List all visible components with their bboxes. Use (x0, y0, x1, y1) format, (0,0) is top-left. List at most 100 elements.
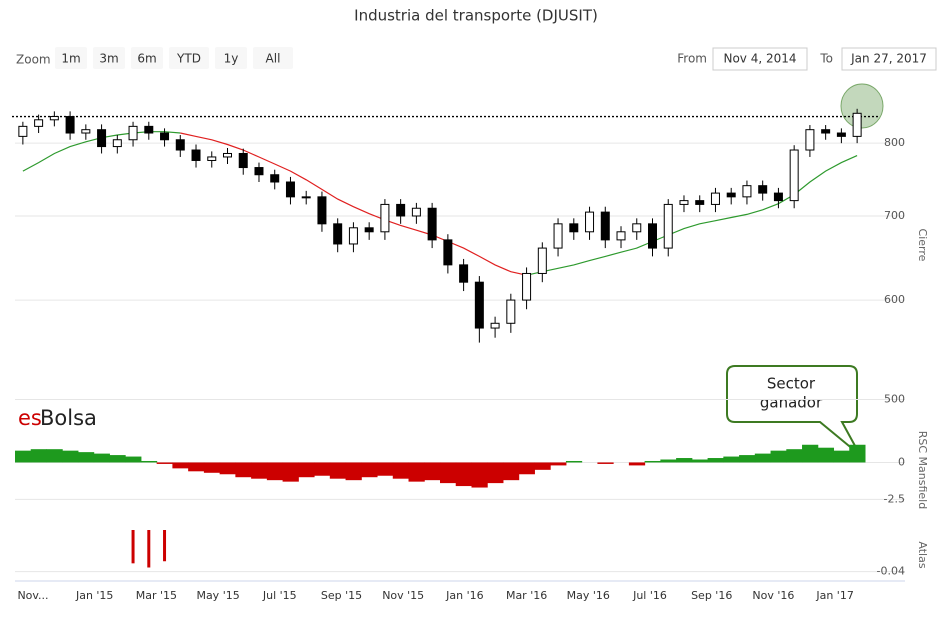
rsc-bar (487, 462, 504, 484)
callout-line: ganador (760, 394, 823, 412)
rsc-bar (203, 462, 221, 473)
rsc-bar (440, 462, 457, 484)
candle-body (585, 211, 595, 233)
zoom-button-label[interactable]: All (266, 52, 281, 66)
zoom-button[interactable] (253, 47, 293, 69)
rsc-bar (534, 462, 551, 470)
rsc-bar (723, 456, 740, 463)
candle-body (632, 223, 642, 233)
zoom-button[interactable] (169, 47, 209, 69)
to-value[interactable]: Jan 27, 2017 (850, 52, 927, 66)
candle-body (364, 227, 374, 233)
candle-body (648, 223, 657, 249)
rsc-bar (140, 460, 158, 463)
x-tick-label: Mar '15 (136, 589, 177, 602)
zoom-button[interactable] (55, 47, 87, 69)
x-tick-label: Jan '16 (445, 589, 483, 602)
rsc-bar (345, 462, 362, 481)
candle-body (175, 139, 185, 151)
candle-body (317, 196, 327, 225)
rsc-bar (392, 462, 410, 479)
callout-box (726, 365, 861, 456)
candle-body (238, 152, 248, 169)
candle-body (348, 227, 358, 245)
y-tick-label: 600 (884, 293, 905, 306)
y-axis-title: Atlas (916, 541, 929, 568)
candle-body (553, 223, 563, 249)
candle-body (490, 322, 500, 329)
candle-body (663, 203, 673, 249)
rsc-bar (550, 462, 567, 466)
candle-body (81, 129, 91, 134)
candle-body (380, 203, 390, 233)
y-tick-label: 700 (884, 209, 905, 222)
candle-body (223, 152, 232, 158)
from-value[interactable]: Nov 4, 2014 (723, 52, 796, 66)
moving-average (180, 132, 527, 276)
rsc-bar (235, 462, 252, 478)
candle-body (97, 129, 107, 148)
rsc-bar (471, 462, 488, 488)
candle-body (65, 116, 75, 134)
candle-body (474, 281, 484, 329)
candle-body (270, 174, 280, 183)
zoom-button-label[interactable]: YTD (176, 52, 201, 66)
rsc-bar (817, 447, 835, 463)
from-input[interactable] (712, 47, 808, 71)
candle-body (333, 223, 343, 245)
candle-body (396, 203, 406, 217)
zoom-button-label[interactable]: 6m (137, 52, 156, 66)
to-input[interactable] (841, 47, 937, 71)
candle-body (522, 272, 532, 301)
candle-body (742, 185, 752, 198)
candle-body (710, 192, 720, 205)
candle-body (301, 196, 311, 199)
y-tick-label: 800 (884, 136, 905, 149)
logo-bolsa: Bolsa (40, 406, 97, 430)
rsc-bar (251, 462, 268, 479)
candle-body (427, 207, 437, 241)
candle-body (616, 231, 626, 241)
atlas-bar (131, 530, 135, 564)
y-tick-label: 500 (884, 393, 905, 406)
rsc-bar (62, 450, 79, 463)
x-tick-label: Nov '15 (382, 589, 424, 602)
rsc-bar (754, 453, 772, 463)
rsc-bar (565, 460, 583, 463)
rsc-bar (455, 462, 472, 487)
y-tick-label: -0.04 (877, 565, 905, 578)
candle-body (254, 167, 264, 176)
rsc-bar (30, 449, 47, 463)
candle-body (726, 192, 736, 198)
rsc-bar (628, 462, 646, 466)
x-tick-label: Jan '17 (815, 589, 853, 602)
rsc-bar (361, 462, 378, 478)
zoom-button-label[interactable]: 1y (224, 52, 239, 66)
zoom-button-label[interactable]: 3m (99, 52, 118, 66)
candle-body (805, 129, 815, 151)
chart-title: Industria del transporte (DJUSIT) (354, 7, 598, 25)
highlight-circle (840, 83, 884, 129)
rsc-bar (329, 462, 347, 479)
rsc-bar (707, 458, 724, 463)
rsc-bar (802, 444, 819, 463)
rsc-bar (172, 462, 189, 469)
x-tick-label: Sep '15 (321, 589, 362, 602)
zoom-button-label[interactable]: 1m (61, 52, 80, 66)
rsc-bar (298, 462, 315, 478)
zoom-button[interactable] (93, 47, 125, 69)
zoom-button[interactable] (131, 47, 163, 69)
candle-body (443, 239, 453, 266)
zoom-button[interactable] (215, 47, 247, 69)
rsc-bar (408, 462, 425, 482)
x-tick-label: Mar '16 (506, 589, 547, 602)
rsc-bar (424, 462, 441, 481)
candle-body (537, 247, 547, 274)
rsc-bar (125, 456, 142, 463)
rsc-bar (219, 462, 236, 475)
zoom-label: Zoom (16, 53, 51, 67)
rsc-bar (676, 458, 693, 463)
candle-body (112, 139, 122, 148)
callout-line: Sector (767, 375, 816, 393)
